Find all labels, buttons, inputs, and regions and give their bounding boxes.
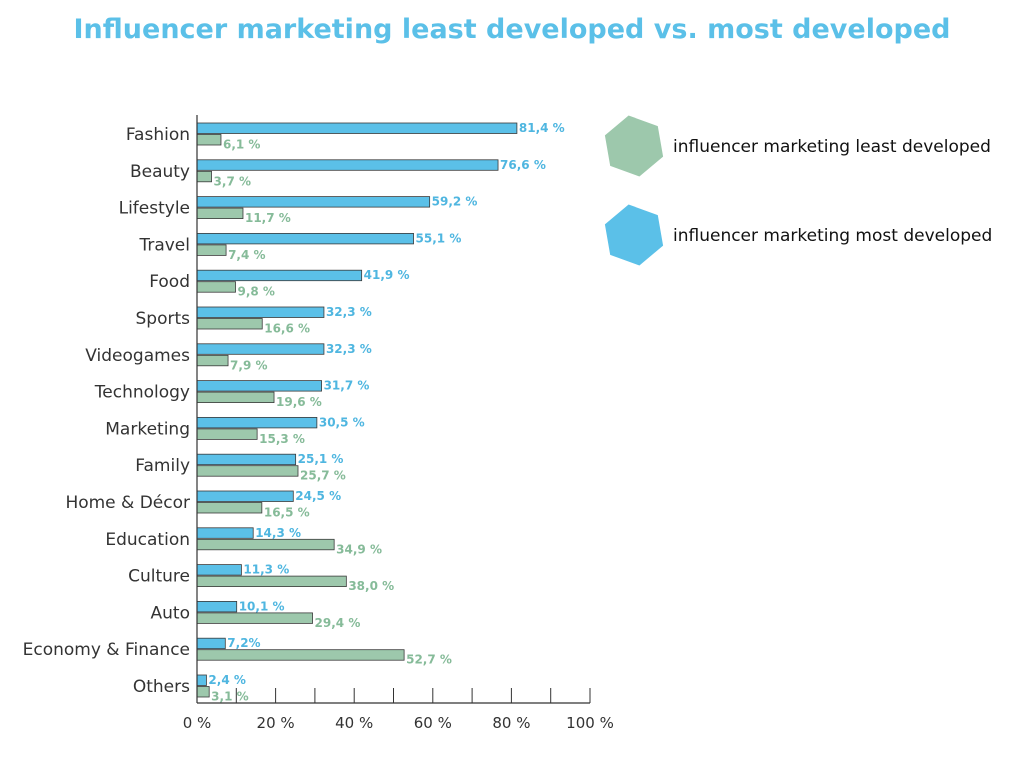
data-label-least-developed: 6,1 % xyxy=(223,138,260,152)
data-label-most-developed: 76,6 % xyxy=(500,158,546,172)
data-label-most-developed: 11,3 % xyxy=(243,563,289,577)
bar-least-developed xyxy=(196,575,347,587)
category-label: Travel xyxy=(138,235,190,255)
data-label-least-developed: 7,9 % xyxy=(230,358,267,372)
category-label: Food xyxy=(149,272,190,292)
category-label: Home & Décor xyxy=(65,493,190,513)
legend-hexagon-icon xyxy=(604,115,664,177)
data-label-least-developed: 19,6 % xyxy=(276,395,322,409)
category-label: Auto xyxy=(151,603,190,623)
data-label-most-developed: 25,1 % xyxy=(298,452,344,466)
category-label: Education xyxy=(105,530,190,550)
bar-most-developed xyxy=(196,601,238,613)
data-label-most-developed: 31,7 % xyxy=(324,379,370,393)
data-label-least-developed: 15,3 % xyxy=(259,432,305,446)
bar-most-developed xyxy=(196,453,297,466)
category-label: Sports xyxy=(136,309,191,329)
data-label-most-developed: 81,4 % xyxy=(519,121,565,135)
data-label-least-developed: 16,5 % xyxy=(264,506,310,520)
data-label-most-developed: 59,2 % xyxy=(432,195,478,209)
bar-most-developed xyxy=(196,232,414,245)
data-label-most-developed: 32,3 % xyxy=(326,342,372,356)
x-tick-label: 60 % xyxy=(414,714,452,732)
category-label: Technology xyxy=(94,383,190,403)
x-tick-label: 80 % xyxy=(492,714,530,732)
data-label-least-developed: 11,7 % xyxy=(245,211,291,225)
category-label: Fashion xyxy=(126,125,190,145)
data-label-least-developed: 52,7 % xyxy=(406,653,452,667)
chart-title: Influencer marketing least developed vs.… xyxy=(73,14,951,45)
category-label: Marketing xyxy=(105,419,190,439)
x-tick-label: 100 % xyxy=(566,714,614,732)
bar-most-developed xyxy=(196,490,294,502)
bar-least-developed xyxy=(196,502,263,514)
bar-most-developed xyxy=(196,564,242,576)
bar-least-developed xyxy=(196,281,236,293)
data-label-least-developed: 3,1 % xyxy=(211,690,248,704)
category-label: Lifestyle xyxy=(119,199,190,219)
data-label-most-developed: 10,1 % xyxy=(239,599,285,613)
bar-most-developed xyxy=(196,269,363,282)
category-label: Culture xyxy=(128,567,190,587)
bar-least-developed xyxy=(196,538,335,551)
data-label-least-developed: 16,6 % xyxy=(264,322,310,336)
data-label-least-developed: 34,9 % xyxy=(336,542,382,556)
bar-least-developed xyxy=(196,170,212,183)
category-label: Videogames xyxy=(85,346,190,366)
data-label-most-developed: 30,5 % xyxy=(319,415,365,429)
data-label-least-developed: 38,0 % xyxy=(348,579,394,593)
legend-label: influencer marketing most developed xyxy=(673,226,992,246)
legend-hexagon-icon xyxy=(604,204,664,266)
data-label-most-developed: 14,3 % xyxy=(255,526,301,540)
category-label: Economy & Finance xyxy=(23,640,190,660)
bar-most-developed xyxy=(196,343,325,355)
x-tick-label: 40 % xyxy=(335,714,373,732)
data-label-least-developed: 29,4 % xyxy=(315,616,361,630)
category-label: Family xyxy=(135,456,190,476)
bar-least-developed xyxy=(196,134,222,146)
category-label: Beauty xyxy=(130,162,190,182)
data-label-most-developed: 32,3 % xyxy=(326,305,372,319)
bar-least-developed xyxy=(196,318,263,330)
bar-most-developed xyxy=(196,416,318,429)
legend-label: influencer marketing least developed xyxy=(673,137,991,157)
category-label: Others xyxy=(133,677,190,697)
bar-most-developed xyxy=(196,306,325,318)
data-label-most-developed: 2,4 % xyxy=(208,673,245,687)
data-label-least-developed: 7,4 % xyxy=(228,248,265,262)
bar-least-developed xyxy=(196,207,244,220)
data-label-least-developed: 3,7 % xyxy=(214,174,251,188)
bar-least-developed xyxy=(196,465,299,477)
bar-most-developed xyxy=(196,122,518,134)
bar-least-developed xyxy=(196,686,210,698)
bar-most-developed xyxy=(196,196,431,208)
bar-least-developed xyxy=(196,649,405,661)
bar-least-developed xyxy=(196,244,227,256)
bar-least-developed xyxy=(196,612,313,624)
bar-least-developed xyxy=(196,428,258,440)
bar-most-developed xyxy=(196,674,207,686)
data-label-most-developed: 7,2% xyxy=(227,636,260,650)
bar-least-developed xyxy=(196,354,229,367)
data-label-least-developed: 25,7 % xyxy=(300,469,346,483)
x-tick-label: 20 % xyxy=(257,714,295,732)
bar-most-developed xyxy=(196,159,499,171)
x-tick-label: 0 % xyxy=(183,714,212,732)
data-label-most-developed: 55,1 % xyxy=(416,231,462,245)
bar-most-developed xyxy=(196,527,254,539)
data-label-most-developed: 24,5 % xyxy=(295,489,341,503)
bar-most-developed xyxy=(196,637,226,650)
data-label-least-developed: 9,8 % xyxy=(238,285,275,299)
bar-least-developed xyxy=(196,391,275,404)
data-label-most-developed: 41,9 % xyxy=(364,268,410,282)
bar-most-developed xyxy=(196,380,322,392)
